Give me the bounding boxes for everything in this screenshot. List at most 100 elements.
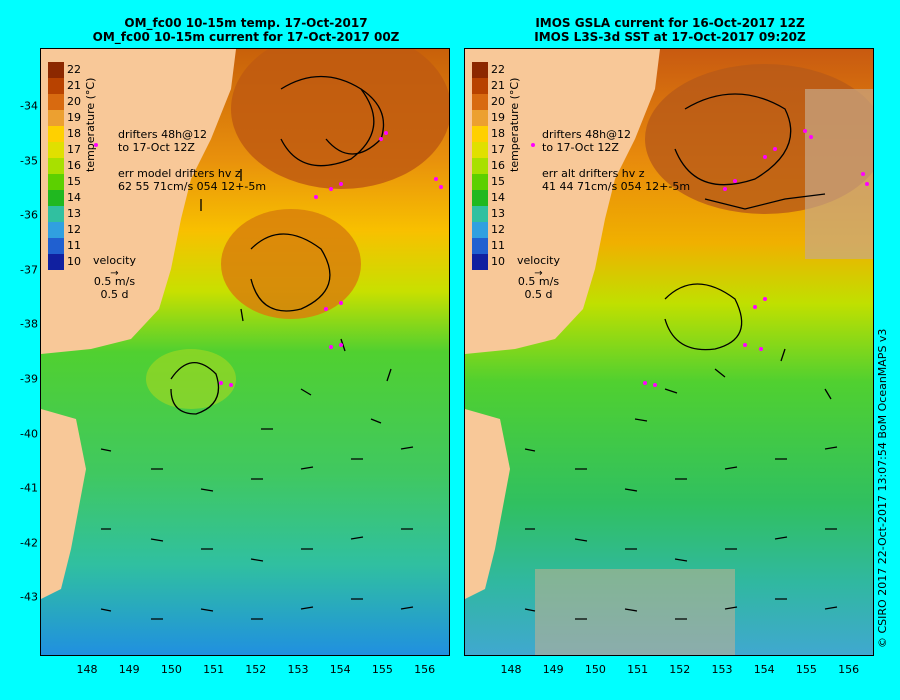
left-error-stats: err model drifters hv z 62 55 71cm/s 054… <box>118 167 266 193</box>
longitude-tick-label: 148 <box>500 663 522 676</box>
latitude-tick-label: -43 <box>20 590 38 604</box>
colorbar-swatch <box>472 142 488 158</box>
right-error-stats: err alt drifters hv z 41 44 71cm/s 054 1… <box>542 167 690 193</box>
right-drifters-legend: drifters 48h@12 to 17-Oct 12Z <box>542 128 631 154</box>
left-drifters-legend: drifters 48h@12 to 17-Oct 12Z <box>118 128 207 154</box>
left-err-line1: err model drifters hv z <box>118 167 241 180</box>
colorbar-swatch <box>472 158 488 174</box>
right-err-line2: 41 44 71cm/s 054 12+-5m <box>542 180 691 193</box>
colorbar-swatch <box>48 94 64 110</box>
longitude-tick-label: 149 <box>118 663 140 676</box>
colorbar-tick-label: 16 <box>67 159 81 172</box>
warm-eddy-north <box>231 49 449 189</box>
left-map-svg <box>41 49 449 655</box>
colorbar-tick-label: 20 <box>67 95 81 108</box>
colorbar-swatch <box>48 62 64 78</box>
longitude-tick-label: 155 <box>371 663 393 676</box>
left-map-panel[interactable] <box>40 48 450 656</box>
longitude-tick-label: 152 <box>245 663 267 676</box>
colorbar-tick-label: 11 <box>67 239 81 252</box>
tasmania-land <box>465 409 510 599</box>
cloud-mask-south <box>535 569 735 655</box>
latitude-tick-label: -40 <box>20 427 38 441</box>
colorbar-swatch <box>472 110 488 126</box>
cool-eddy-west <box>146 349 236 409</box>
colorbar-tick-label: 12 <box>491 223 505 236</box>
longitude-tick-label: 151 <box>627 663 649 676</box>
right-velocity-title: velocity <box>517 254 560 267</box>
longitude-tick-label: 150 <box>584 663 606 676</box>
colorbar-tick-label: 15 <box>491 175 505 188</box>
right-err-line1: err alt drifters hv z <box>542 167 645 180</box>
latitude-tick-label: -42 <box>20 536 38 550</box>
colorbar-swatch <box>472 254 488 270</box>
colorbar-tick-label: 17 <box>67 143 81 156</box>
longitude-tick-label: 152 <box>669 663 691 676</box>
colorbar-swatch <box>48 158 64 174</box>
colorbar-swatch <box>472 222 488 238</box>
colorbar-swatch <box>48 78 64 94</box>
colorbar-swatch <box>472 190 488 206</box>
copyright-credit: © CSIRO 2017 22-Oct-2017 13:07:54 BoM Oc… <box>876 328 889 648</box>
latitude-tick-label: -34 <box>20 99 38 113</box>
colorbar-tick-label: 11 <box>491 239 505 252</box>
colorbar-tick-label: 15 <box>67 175 81 188</box>
colorbar-tick-label: 20 <box>491 95 505 108</box>
right-velocity-duration: 0.5 d <box>524 288 553 301</box>
colorbar-swatch <box>472 78 488 94</box>
left-velocity-legend: velocity → 0.5 m/s 0.5 d <box>93 254 136 301</box>
right-colorbar: 22 21 20 19 18 17 16 15 14 13 12 11 10 <box>472 62 516 282</box>
colorbar-swatch <box>48 110 64 126</box>
left-colorbar-label: temperature (°C) <box>84 77 97 172</box>
colorbar-swatch <box>472 126 488 142</box>
colorbar-tick-label: 21 <box>491 79 505 92</box>
latitude-tick-label: -35 <box>20 154 38 168</box>
colorbar-swatch <box>472 94 488 110</box>
right-drifters-line2: to 17-Oct 12Z <box>542 141 619 154</box>
colorbar-tick-label: 21 <box>67 79 81 92</box>
tasmania-land <box>41 409 86 599</box>
colorbar-tick-label: 18 <box>491 127 505 140</box>
right-velocity-speed: 0.5 m/s <box>517 275 560 288</box>
left-drifters-line1: drifters 48h@12 <box>118 128 208 141</box>
right-colorbar-svg: 22 21 20 19 18 17 16 15 14 13 12 11 10 <box>472 62 505 270</box>
right-colorbar-label: temperature (°C) <box>508 77 521 172</box>
colorbar-swatch <box>48 238 64 254</box>
colorbar-swatch <box>48 126 64 142</box>
colorbar-swatch <box>48 254 64 270</box>
colorbar-swatch <box>472 62 488 78</box>
left-title-line1: OM_fc00 10-15m temp. 17-Oct-2017 <box>124 16 368 30</box>
longitude-tick-label: 155 <box>795 663 817 676</box>
latitude-tick-label: -41 <box>20 481 38 495</box>
longitude-tick-label: 150 <box>160 663 182 676</box>
latitude-tick-label: -38 <box>20 317 38 331</box>
longitude-tick-label: 153 <box>287 663 309 676</box>
colorbar-tick-label: 14 <box>67 191 81 204</box>
left-colorbar: 22 21 20 19 18 17 16 15 14 13 12 11 10 <box>48 62 92 282</box>
colorbar-tick-label: 18 <box>67 127 81 140</box>
longitude-tick-label: 153 <box>711 663 733 676</box>
colorbar-tick-label: 13 <box>67 207 81 220</box>
longitude-tick-label: 154 <box>753 663 775 676</box>
longitude-tick-label: 149 <box>542 663 564 676</box>
colorbar-tick-label: 22 <box>491 63 505 76</box>
right-map-svg <box>465 49 873 655</box>
right-drifters-line1: drifters 48h@12 <box>542 128 632 141</box>
left-err-line2: 62 55 71cm/s 054 12+-5m <box>118 180 267 193</box>
right-velocity-legend: velocity → 0.5 m/s 0.5 d <box>517 254 560 301</box>
left-velocity-arrow: → <box>110 268 119 279</box>
australia-mainland <box>465 49 660 354</box>
colorbar-swatch <box>48 142 64 158</box>
colorbar-tick-label: 10 <box>491 255 505 268</box>
colorbar-swatch <box>48 206 64 222</box>
latitude-tick-label: -37 <box>20 263 38 277</box>
colorbar-swatch <box>472 206 488 222</box>
colorbar-tick-label: 19 <box>67 111 81 124</box>
drifter-tracks <box>94 131 443 387</box>
colorbar-swatch <box>48 222 64 238</box>
latitude-tick-label: -39 <box>20 372 38 386</box>
right-panel-title: IMOS GSLA current for 16-Oct-2017 12Z IM… <box>460 16 880 44</box>
colorbar-swatch <box>472 174 488 190</box>
longitude-tick-label: 151 <box>203 663 225 676</box>
right-map-panel[interactable] <box>464 48 874 656</box>
